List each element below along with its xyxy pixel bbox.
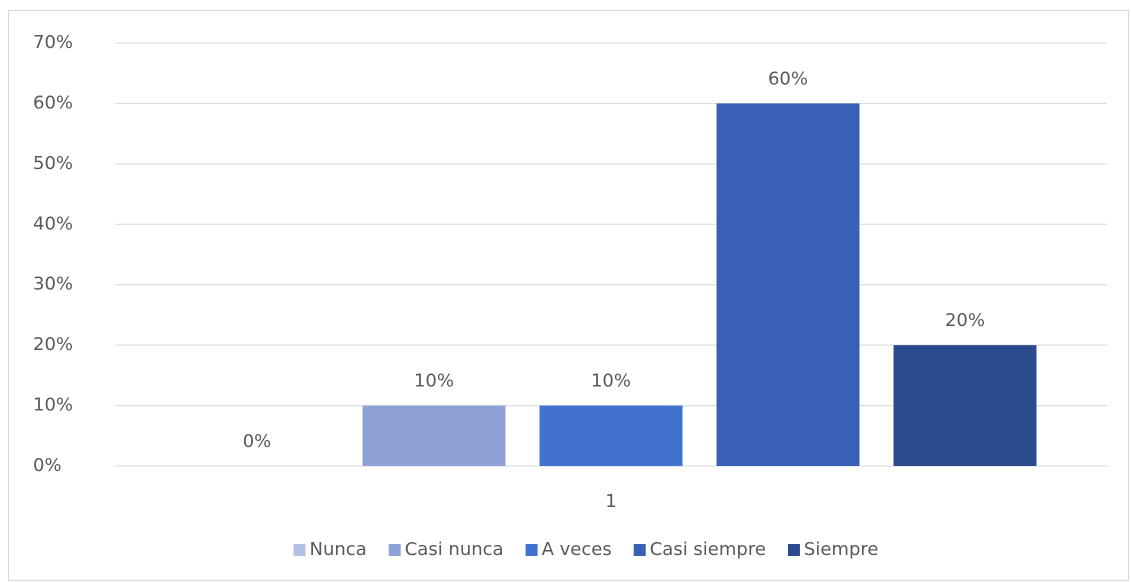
legend-swatch	[525, 544, 538, 556]
legend-swatch	[293, 544, 306, 556]
y-tick-label: 0%	[33, 455, 62, 476]
legend-label: A veces	[542, 539, 612, 560]
bar	[893, 345, 1037, 466]
legend-swatch	[787, 544, 800, 556]
y-tick-label: 10%	[33, 395, 73, 416]
bar	[362, 405, 506, 466]
y-tick-label: 40%	[33, 213, 73, 234]
y-tick-label: 50%	[33, 153, 73, 174]
x-tick-label: 1	[605, 491, 616, 512]
y-tick-label: 30%	[33, 274, 73, 295]
y-tick-label: 20%	[33, 334, 73, 355]
y-tick-label: 60%	[33, 92, 73, 113]
legend-label: Nunca	[310, 539, 367, 560]
legend-label: Casi siempre	[650, 539, 766, 560]
data-label: 20%	[945, 310, 985, 331]
data-label: 0%	[243, 431, 272, 452]
legend-swatch	[633, 544, 646, 556]
y-tick-label: 70%	[33, 32, 73, 53]
bar	[539, 405, 683, 466]
legend-swatch	[388, 544, 401, 556]
legend-label: Siempre	[804, 539, 879, 560]
data-label: 10%	[414, 371, 454, 392]
bar	[716, 103, 860, 466]
data-label: 10%	[591, 371, 631, 392]
data-label: 60%	[768, 68, 808, 89]
legend-label: Casi nunca	[405, 539, 504, 560]
chart-frame	[8, 10, 1129, 581]
